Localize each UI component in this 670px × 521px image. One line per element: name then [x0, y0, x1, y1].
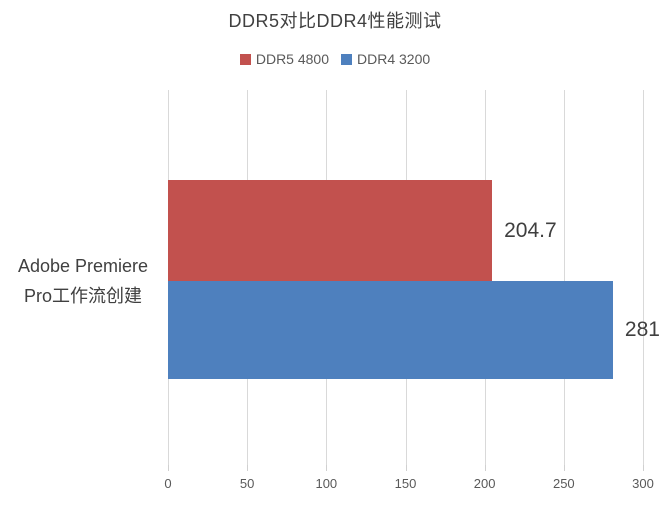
tick-label-x-250: 250: [552, 476, 575, 491]
plot-area: 0 50 100 150 200 250 300 204.7 281: [164, 90, 660, 491]
chart-title: DDR5对比DDR4性能测试: [228, 11, 442, 31]
legend-item-ddr5-4800: DDR5 4800: [239, 51, 329, 67]
category-label-line-1: Adobe Premiere: [17, 256, 149, 276]
data-label-ddr4-3200: 281: [624, 318, 660, 341]
tick-label-x-200: 200: [473, 476, 496, 491]
tick-mark-x-300: [643, 465, 644, 471]
chart-legend: DDR5 4800 DDR4 3200: [0, 51, 670, 67]
legend-label-ddr5-4800: DDR5 4800: [255, 51, 329, 67]
gridline-x-300: [643, 90, 644, 465]
tick-label-x-0: 0: [164, 476, 172, 491]
legend-label-ddr4-3200: DDR4 3200: [357, 51, 431, 67]
bar-ddr5-4800: [168, 180, 493, 281]
tick-mark-x-100: [326, 465, 328, 471]
y-axis-category-label: Adobe Premiere Pro工作流创建: [0, 251, 166, 311]
tick-label-x-150: 150: [394, 476, 417, 491]
bar-ddr4-3200: [168, 281, 613, 379]
category-label-line-2: Pro工作流创建: [23, 286, 142, 306]
legend-swatch-ddr4-3200: [341, 53, 352, 65]
gridline-x-250: [563, 90, 565, 465]
tick-label-x-100: 100: [315, 476, 338, 491]
tick-mark-x-0: [168, 465, 169, 471]
legend-swatch-ddr5-4800: [239, 53, 251, 65]
tick-mark-x-150: [405, 465, 407, 471]
tick-mark-x-250: [563, 465, 565, 471]
tick-label-x-50: 50: [239, 476, 255, 491]
tick-label-x-300: 300: [632, 476, 654, 491]
legend-item-ddr4-3200: DDR4 3200: [341, 51, 430, 67]
data-label-ddr5-4800: 204.7: [504, 218, 557, 242]
tick-mark-x-200: [484, 465, 486, 471]
tick-mark-x-50: [247, 465, 249, 471]
